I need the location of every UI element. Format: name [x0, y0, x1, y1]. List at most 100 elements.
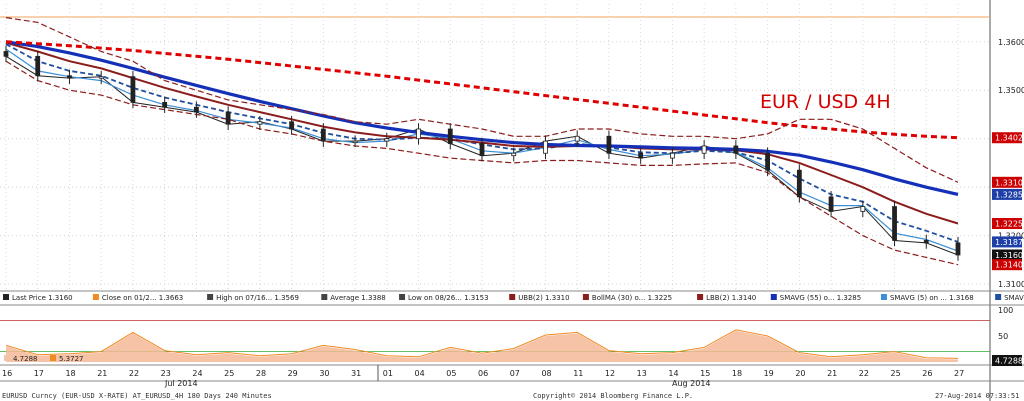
legend-swatch-8 — [770, 294, 777, 300]
legend-label-8: SMAVG (55) o... 1.3285 — [780, 294, 861, 302]
level-tag-label-2: 1.3285 — [995, 190, 1023, 199]
price-bar-body-22 — [701, 145, 707, 154]
grid-lines — [0, 4, 990, 381]
x-tick-label-0: 16 — [2, 369, 12, 378]
legend-swatch-5 — [509, 294, 516, 300]
level-tag-box-4 — [992, 236, 1022, 248]
price-bar-body-27 — [860, 206, 866, 212]
legend-swatch-4 — [399, 294, 406, 300]
y-tick-label-0: 1.3600 — [998, 38, 1024, 47]
legend-label-0: Last Price 1.3160 — [12, 294, 73, 302]
x-tick-label-5: 23 — [161, 369, 171, 378]
x-tick-label-13: 04 — [415, 369, 425, 378]
price-bar-body-12 — [384, 138, 390, 142]
level-tag-box-5 — [992, 249, 1022, 261]
legend-label-1: Close on 01/2... 1.3663 — [102, 294, 183, 302]
price-bars — [3, 45, 961, 261]
x-tick-label-12: 01 — [383, 369, 393, 378]
footer-timestamp: 27-Aug-2014 07:33:51 — [935, 392, 1019, 400]
level-tag-label-5: 1.3160 — [995, 251, 1023, 260]
x-tick-label-22: 15 — [700, 369, 710, 378]
sub-level-tag-box — [992, 355, 1022, 366]
x-tick-label-4: 22 — [129, 369, 139, 378]
y-tick-label-2: 1.3200 — [998, 232, 1024, 241]
price-bar-body-4 — [130, 76, 136, 103]
legend-label-10: SMAVG (14) o... 1.3187 — [1004, 294, 1024, 302]
sub-legend-label-1: 5.3727 — [59, 355, 84, 363]
oscillator-line — [5, 329, 959, 359]
legend-swatch-0 — [3, 294, 9, 300]
sub-legend: 4.7288 5.3727 — [4, 355, 84, 363]
price-bar-body-11 — [352, 140, 358, 144]
level-tag-label-4: 1.3187 — [995, 238, 1023, 247]
y-tick-label-3: 1.3100 — [998, 280, 1024, 289]
x-tick-label-14: 05 — [446, 369, 456, 378]
legend-label-4: Low on 08/26... 1.3153 — [408, 294, 489, 302]
x-tick-label-17: 08 — [541, 369, 551, 378]
series-line-6 — [5, 17, 959, 183]
x-tick-label-20: 13 — [637, 369, 647, 378]
level-tag-label-3: 1.3225 — [995, 219, 1023, 228]
x-tick-label-16: 07 — [510, 369, 520, 378]
x-tick-label-29: 26 — [922, 369, 932, 378]
legend-label-3: Average 1.3388 — [330, 294, 385, 302]
price-bar-body-23 — [733, 145, 739, 154]
sub-level-tag-label: 4.7288 — [995, 357, 1023, 366]
legend-swatch-3 — [321, 294, 328, 300]
level-tag-box-1 — [992, 176, 1022, 188]
level-tag-box-2 — [992, 188, 1022, 200]
sub-legend-label-0: 4.7288 — [13, 355, 38, 363]
legend-label-6: BollMA (30) o... 1.3225 — [592, 294, 672, 302]
oscillator-layer — [5, 329, 959, 362]
price-bar-body-7 — [225, 111, 231, 125]
x-tick-label-10: 30 — [319, 369, 329, 378]
x-tick-label-15: 06 — [478, 369, 488, 378]
footer-copyright: Copyright© 2014 Bloomberg Finance L.P. — [533, 392, 693, 400]
price-bar-body-25 — [796, 169, 802, 198]
x-tick-label-24: 19 — [764, 369, 774, 378]
legend-label-5: UBB(2) 1.3310 — [518, 294, 569, 302]
level-tag-label-1: 1.3310 — [995, 178, 1023, 187]
legend-swatch-7 — [697, 294, 704, 300]
price-bar-body-29 — [923, 240, 929, 244]
x-tick-label-18: 11 — [573, 369, 583, 378]
oscillator-area — [6, 330, 958, 362]
x-tick-label-25: 20 — [795, 369, 805, 378]
sub-y-axis-labels: 1005004.7288 — [992, 306, 1023, 367]
price-bar-body-15 — [479, 143, 485, 157]
x-tick-label-28: 25 — [891, 369, 901, 378]
main-plot-bg — [0, 0, 990, 290]
price-bar-body-21 — [670, 152, 675, 159]
x-tick-label-6: 24 — [192, 369, 202, 378]
x-tick-label-30: 27 — [954, 369, 964, 378]
x-axis-labels: 16 17 18 21 22 23 24 25 28 29 30 31 01 04 05 06 07 08 11 12… — [2, 369, 964, 388]
x-tick-label-8: 28 — [256, 369, 266, 378]
legend-label-9: SMAVG (5) on ... 1.3168 — [890, 294, 974, 302]
sub-legend-swatch-1 — [50, 355, 56, 361]
x-tick-label-27: 22 — [859, 369, 869, 378]
footer-source: EURUSD Curncy (EUR-USD X-RATE) AT_EURUSD… — [2, 392, 272, 400]
x-tick-label-2: 18 — [65, 369, 75, 378]
x-tick-label-23: 18 — [732, 369, 742, 378]
x-tick-label-19: 12 — [605, 369, 615, 378]
price-bar-body-1 — [35, 55, 41, 77]
level-tag-box-0 — [992, 132, 1022, 144]
month-label-jul: Jul 2014 — [164, 379, 198, 388]
price-bar-body-19 — [606, 135, 612, 154]
price-bar-body-18 — [574, 135, 580, 142]
legend-swatch-9 — [880, 294, 887, 300]
x-tick-label-9: 29 — [288, 369, 298, 378]
y-axis-labels: 1.3600 1.3500 1.3200 1.3100 — [998, 38, 1024, 289]
price-bar-body-28 — [892, 206, 897, 241]
price-bar-body-14 — [447, 128, 453, 144]
price-bar-body-26 — [828, 196, 834, 212]
level-tag-label-0: 1.3402 — [995, 134, 1023, 143]
price-bar-body-17 — [543, 140, 548, 154]
legend-swatch-2 — [207, 294, 214, 300]
level-tag-label-6: 1.3140 — [995, 261, 1023, 270]
level-tag-box-3 — [992, 217, 1022, 229]
legend-swatch-6 — [582, 294, 589, 300]
x-tick-label-3: 21 — [97, 369, 107, 378]
chart-title: EUR / USD 4H — [760, 91, 891, 113]
